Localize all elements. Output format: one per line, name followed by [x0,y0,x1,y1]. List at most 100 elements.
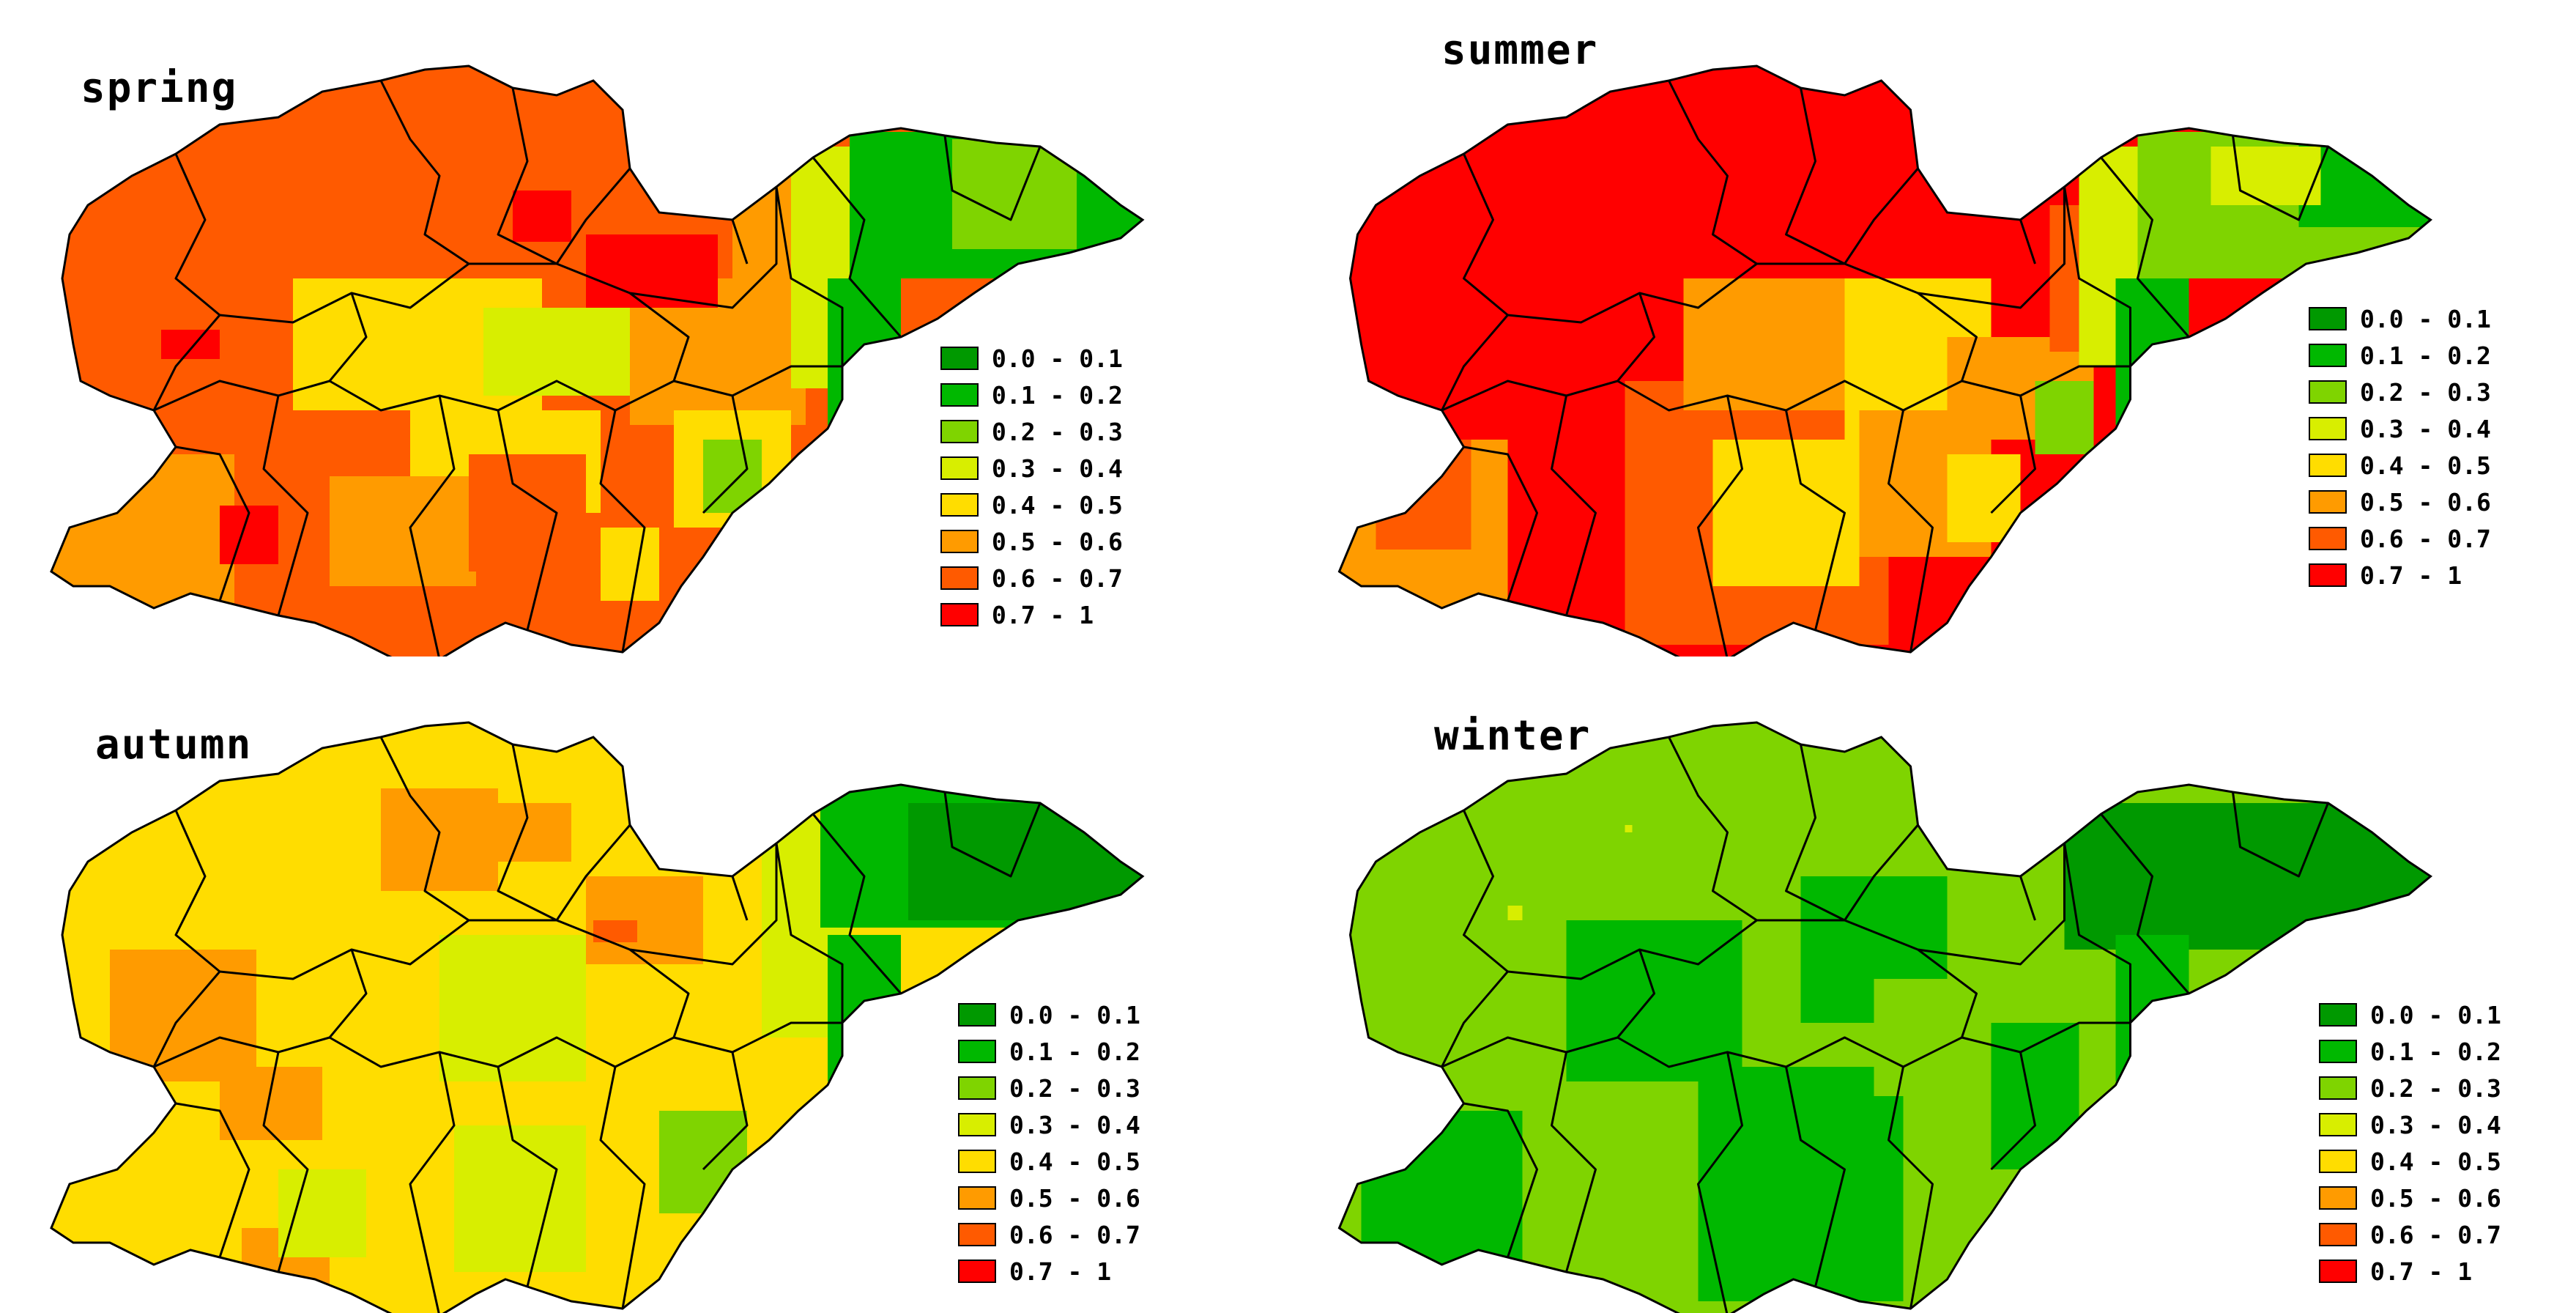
region-fill [1625,825,1633,832]
legend-item: 0.7 - 1 [940,599,1094,630]
legend-label: 0.0 - 0.1 [1009,1000,1140,1029]
legend-item: 0.1 - 0.2 [940,380,1123,410]
region-fill [2035,381,2094,454]
legend-swatch [940,420,979,443]
region-fill [2064,803,2431,950]
region-fill [1947,454,2021,542]
legend-item: 0.7 - 1 [2319,1256,2472,1287]
panel-title: summer [1441,26,1599,74]
legend-item: 0.4 - 0.5 [2319,1146,2501,1177]
legend-item: 0.3 - 0.4 [2319,1109,2501,1140]
region-fill [439,935,586,1081]
legend-label: 0.1 - 0.2 [992,380,1123,410]
region-fill [2115,278,2189,425]
legend-label: 0.3 - 0.4 [992,454,1123,483]
legend-swatch [958,1076,996,1100]
legend-item: 0.4 - 0.5 [958,1146,1140,1177]
region-fill [1566,920,1742,1081]
legend-swatch [958,1003,996,1027]
panel-title: spring [81,64,238,112]
region-fill [2211,147,2321,205]
region-fill [593,920,637,942]
legend-swatch [940,456,979,480]
panel-summer: summer 0.0 - 0.1 0.1 - 0.2 0.2 - 0. [1288,0,2576,656]
region-fill [659,1111,747,1213]
panel-title: winter [1434,712,1592,760]
legend-swatch [958,1040,996,1063]
legend-label: 0.4 - 0.5 [1009,1147,1140,1176]
legend-label: 0.5 - 0.6 [2370,1183,2501,1213]
legend-item: 0.6 - 0.7 [2309,523,2491,554]
legend-swatch [2309,380,2347,404]
legend-swatch [940,530,979,553]
legend-item: 0.5 - 0.6 [958,1183,1140,1213]
legend-item: 0.6 - 0.7 [958,1219,1140,1250]
legend-label: 0.6 - 0.7 [2360,524,2491,553]
legend-item: 0.2 - 0.3 [2319,1073,2501,1103]
legend-swatch [958,1186,996,1210]
legend-swatch [2319,1186,2357,1210]
region-fill [1712,440,1860,586]
region-fill [2115,935,2189,1081]
region-fill [703,440,762,513]
legend-label: 0.0 - 0.1 [2370,1000,2501,1029]
legend-label: 0.7 - 1 [1009,1257,1112,1286]
legend-item: 0.4 - 0.5 [2309,450,2491,481]
legend-swatch [2319,1003,2357,1027]
legend-swatch [2309,563,2347,587]
legend-swatch [2309,454,2347,477]
region-fill [601,528,659,601]
region-fill [498,803,571,862]
region-fill [1507,906,1523,920]
legend-label: 0.1 - 0.2 [1009,1037,1140,1066]
legend-swatch [2309,307,2347,330]
legend-item: 0.5 - 0.6 [940,526,1123,557]
choropleth-map [1338,721,2432,1313]
legend-item: 0.5 - 0.6 [2319,1183,2501,1213]
legend-swatch [940,603,979,626]
legend-item: 0.2 - 0.3 [958,1073,1140,1103]
region-fill [1361,1111,1523,1301]
region-fill [278,1169,366,1257]
region-fill [513,191,571,242]
region-fill [469,454,586,572]
legend-item: 0.1 - 0.2 [2319,1036,2501,1067]
legend-label: 0.0 - 0.1 [2360,304,2491,333]
legend-label: 0.2 - 0.3 [992,417,1123,446]
legend-swatch [2319,1223,2357,1246]
region-fill [952,139,1077,249]
legend-swatch [2319,1113,2357,1136]
legend-item: 0.6 - 0.7 [940,563,1123,593]
legend-item: 0.0 - 0.1 [2319,999,2501,1030]
legend-item: 0.2 - 0.3 [2309,377,2491,407]
choropleth-map [1338,64,2432,656]
region-fill [51,454,234,645]
legend-swatch [2319,1076,2357,1100]
region-fill [828,935,901,1081]
legend-item: 0.3 - 0.4 [2309,413,2491,444]
legend-label: 0.4 - 0.5 [2360,451,2491,480]
legend-item: 0.3 - 0.4 [958,1109,1140,1140]
legend-swatch [2319,1150,2357,1173]
legend-swatch [2319,1040,2357,1063]
legend-swatch [2309,344,2347,367]
legend-item: 0.2 - 0.3 [940,416,1123,447]
region-fill [1698,1067,1904,1301]
region-fill [220,1067,322,1140]
panel-title: autumn [95,721,253,769]
legend-swatch [2309,527,2347,550]
legend-label: 0.3 - 0.4 [2360,414,2491,443]
legend-item: 0.6 - 0.7 [2319,1219,2501,1250]
legend-swatch [940,347,979,370]
panel-winter: winter 0.0 - 0.1 0.1 - 0.2 0.2 - 0.3 0.3… [1288,656,2576,1313]
legend-item: 0.5 - 0.6 [2309,487,2491,517]
region-fill [1874,979,1992,1096]
legend-label: 0.1 - 0.2 [2370,1037,2501,1066]
choropleth-map [50,64,1144,656]
legend-item: 0.7 - 1 [2309,560,2462,591]
legend-label: 0.5 - 0.6 [992,527,1123,556]
panel-autumn: autumn 0.0 - 0.1 0.1 - 0.2 0.2 - 0. [0,656,1288,1313]
legend-label: 0.5 - 0.6 [2360,487,2491,517]
legend-label: 0.6 - 0.7 [1009,1220,1140,1249]
legend-label: 0.4 - 0.5 [2370,1147,2501,1176]
